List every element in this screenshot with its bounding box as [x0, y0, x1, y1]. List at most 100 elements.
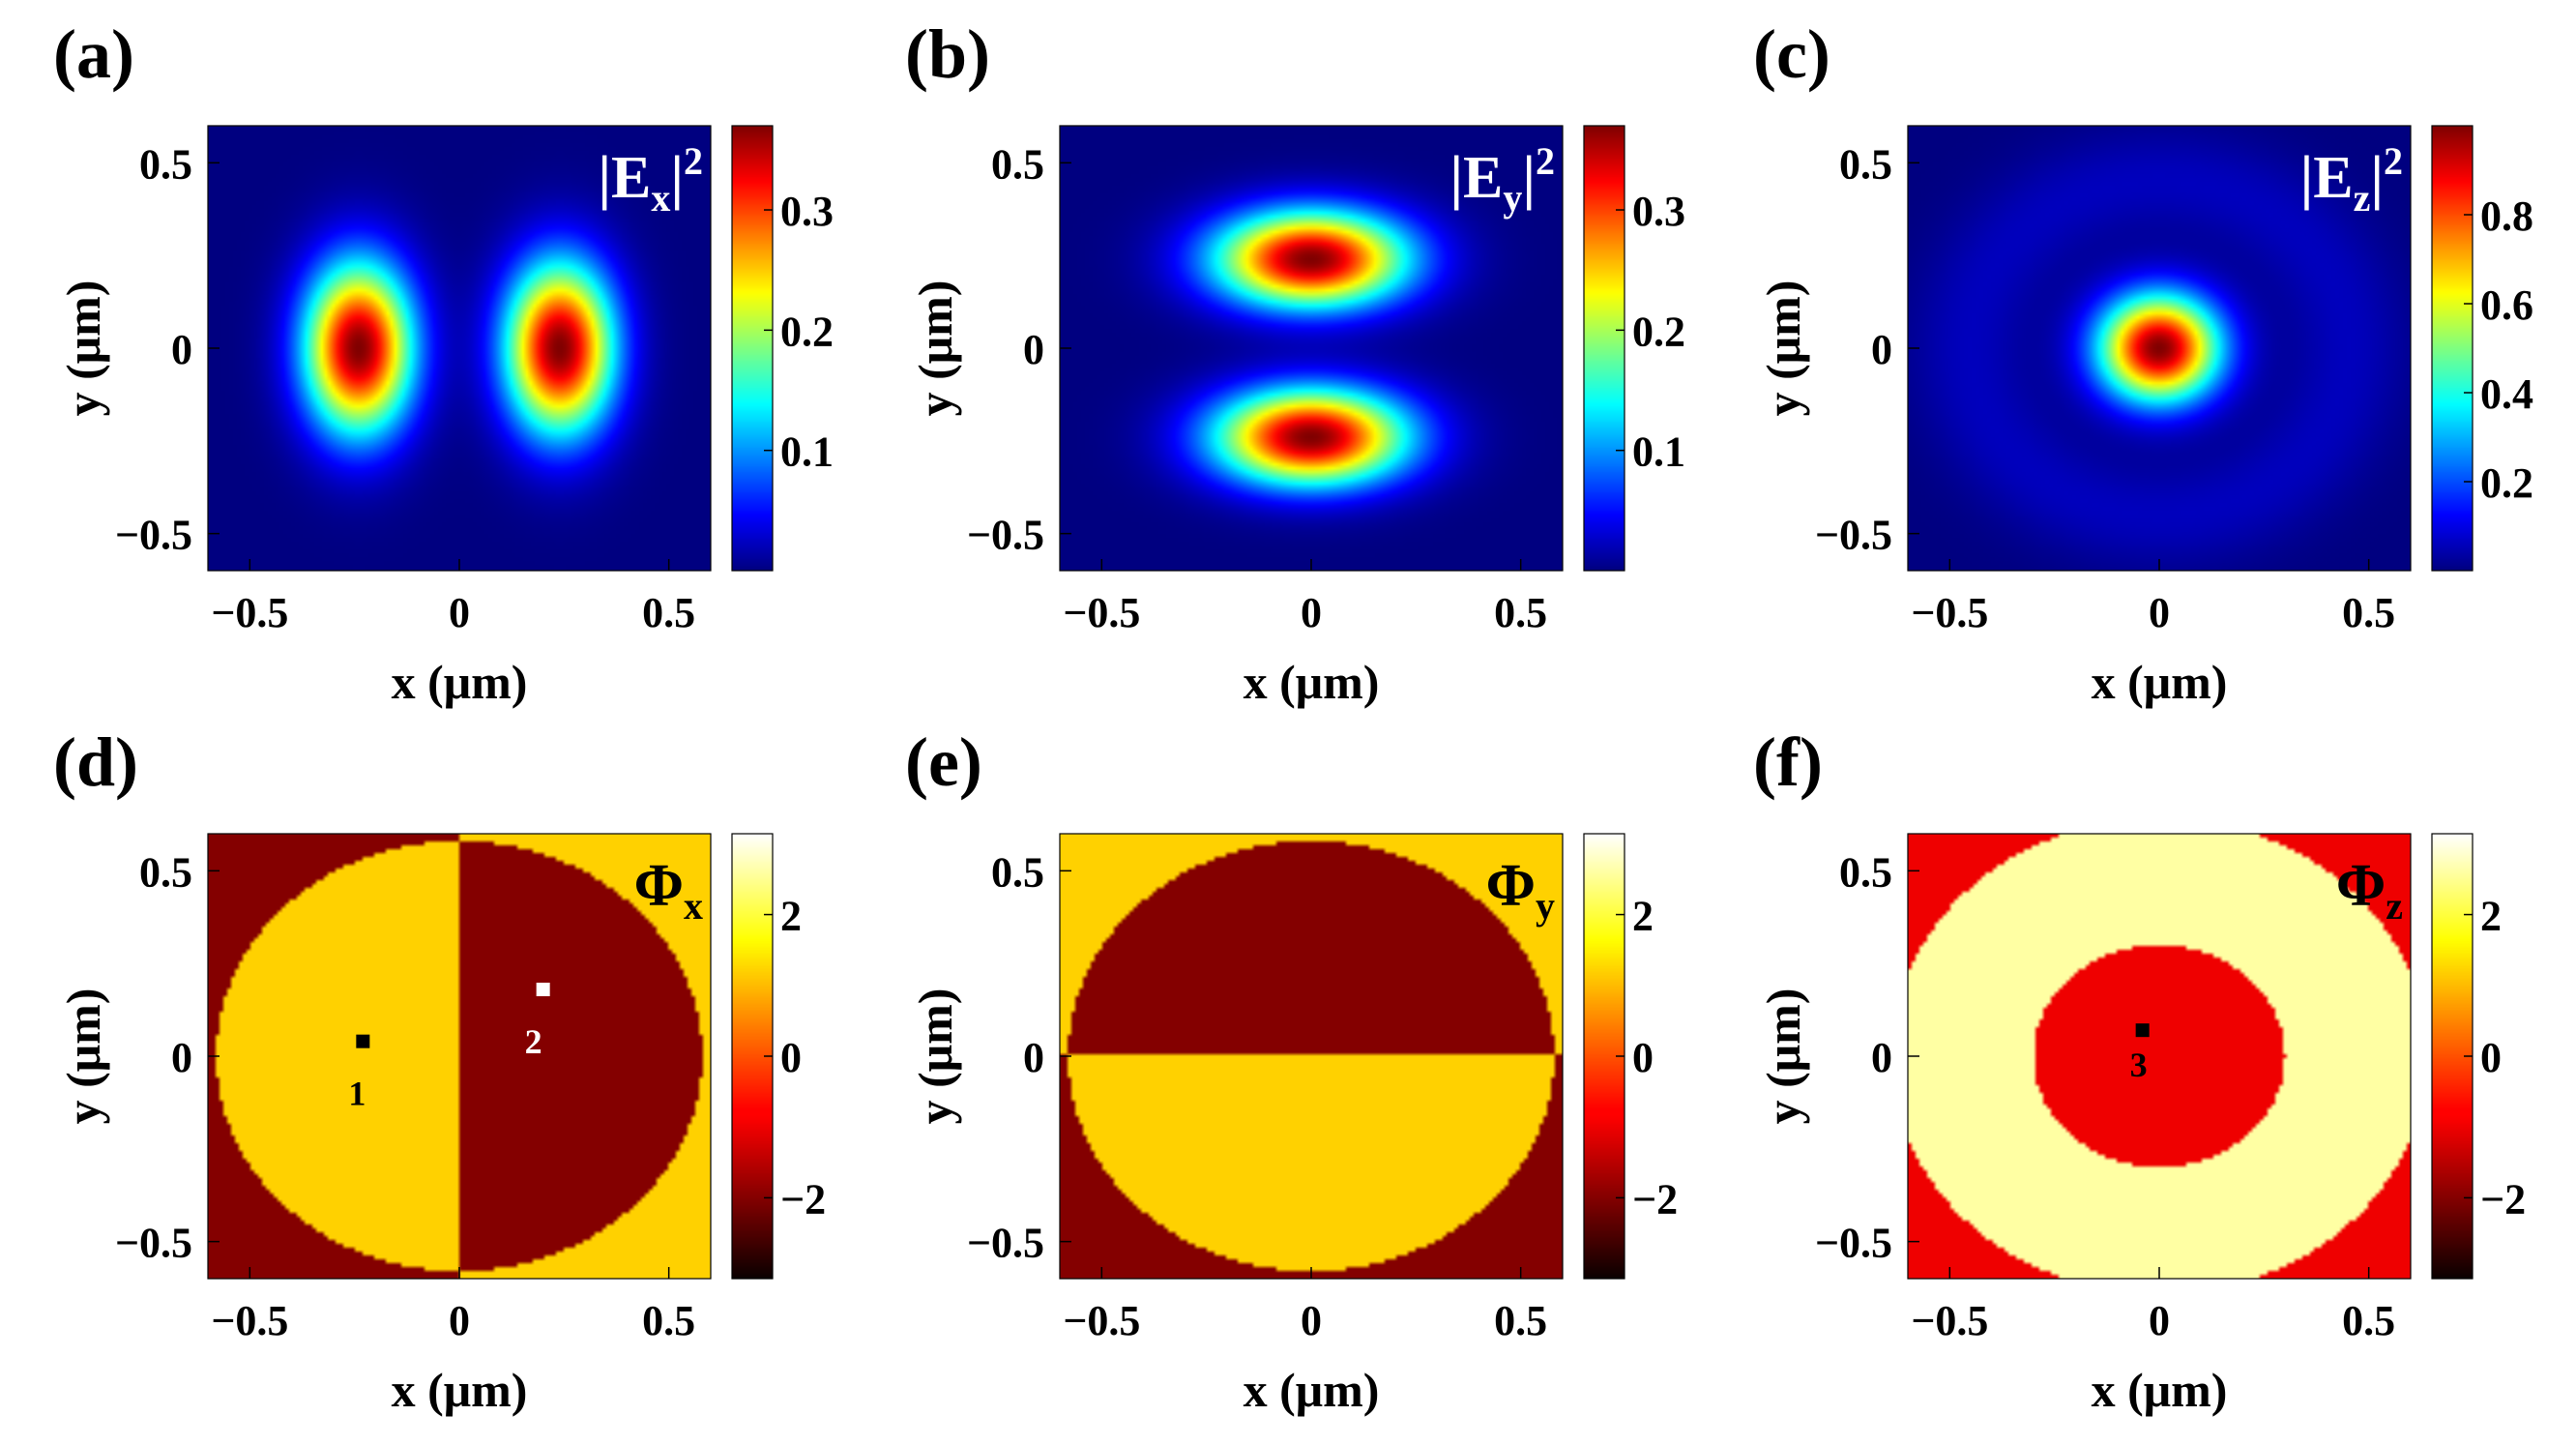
y-tick-label: 0.5 [139, 848, 192, 896]
colorbar-tick-label: 0 [780, 1034, 802, 1081]
heatmap-image [1908, 834, 2411, 1279]
y-tick-label: 0 [1023, 1034, 1044, 1081]
field-superscript: 2 [684, 139, 703, 183]
field-annotation: Φz [2336, 853, 2403, 928]
y-tick-label: 0 [1871, 1034, 1892, 1081]
field-subscript: x [651, 176, 670, 220]
marker-label: 2 [525, 1022, 542, 1061]
x-tick-label: 0 [449, 1297, 470, 1344]
x-tick-label: 0 [449, 589, 470, 636]
field-annotation: Φx [634, 853, 703, 928]
y-axis-label: y (μm) [908, 280, 962, 417]
heatmap-image [208, 834, 711, 1279]
x-tick-label: 0.5 [2342, 589, 2395, 636]
field-symbol: |E [2300, 145, 2354, 211]
x-axis-label: x (μm) [392, 1363, 528, 1417]
x-axis-label: x (μm) [2092, 655, 2228, 709]
field-subscript: y [1503, 176, 1522, 220]
field-subscript: z [2354, 176, 2371, 220]
y-tick-label: −0.5 [967, 1220, 1044, 1267]
y-tick-label: −0.5 [967, 512, 1044, 559]
y-tick-label: −0.5 [115, 512, 192, 559]
field-bar: | [2370, 145, 2384, 211]
colorbar-tick-label: 2 [780, 893, 802, 940]
y-tick-label: 0 [171, 326, 192, 373]
x-tick-label: 0 [2149, 589, 2170, 636]
colorbar-tick-label: 0.2 [2480, 459, 2533, 507]
marker-point [356, 1034, 370, 1048]
x-tick-label: 0.5 [1494, 589, 1547, 636]
marker-point [536, 983, 550, 996]
y-axis-label: y (μm) [1756, 988, 1810, 1125]
y-tick-label: 0.5 [991, 140, 1044, 188]
panel-label: (f) [1753, 723, 1823, 801]
field-subscript: x [684, 884, 703, 928]
colorbar-tick-label: 0.2 [1632, 308, 1685, 355]
panel-b: −0.5 0 0.5 −0.5 0 0.5 x (μm) y (μm) (b) |Ey|2 0.1 0… [905, 15, 1685, 709]
heatmap-image [208, 126, 711, 571]
x-tick-label: −0.5 [1911, 1297, 1988, 1344]
colorbar-tick-label: 0.4 [2480, 370, 2533, 418]
colorbar-tick-label: 0.2 [780, 308, 834, 355]
x-tick-label: 0.5 [642, 589, 695, 636]
colorbar-tick-label: 2 [1632, 893, 1654, 940]
field-symbol: |E [598, 145, 651, 211]
panel-label: (b) [905, 15, 990, 93]
y-axis-label: y (μm) [908, 988, 962, 1125]
field-subscript: y [1536, 884, 1555, 928]
y-tick-label: 0.5 [991, 848, 1044, 896]
x-tick-label: −0.5 [1911, 589, 1988, 636]
x-tick-label: −0.5 [1063, 1297, 1140, 1344]
colorbar-frame [2431, 125, 2474, 572]
field-symbol: Φ [634, 853, 684, 919]
x-tick-label: −0.5 [211, 589, 288, 636]
field-bar: | [1522, 145, 1536, 211]
field-annotation: |Ex|2 [598, 139, 703, 220]
y-tick-label: 0.5 [1839, 848, 1892, 896]
colorbar-tick-label: 0 [2480, 1034, 2502, 1081]
x-tick-label: −0.5 [211, 1297, 288, 1344]
x-axis-label: x (μm) [1244, 1363, 1380, 1417]
panel-label: (e) [905, 723, 982, 801]
panel-e: −0.5 0 0.5 −0.5 0 0.5 x (μm) y (μm) (e) Φy −2 0 2 [905, 723, 1678, 1417]
field-bar: | [670, 145, 684, 211]
colorbar-tick-label: −2 [780, 1175, 826, 1223]
colorbar-tick-label: 0.8 [2480, 192, 2533, 240]
x-tick-label: 0 [1301, 589, 1322, 636]
colorbar [732, 126, 773, 571]
marker-label: 1 [348, 1075, 366, 1113]
field-annotation: |Ey|2 [1449, 139, 1555, 220]
heatmap-image [1908, 126, 2411, 571]
y-axis-label: y (μm) [56, 988, 110, 1125]
field-symbol: Φ [2336, 853, 2386, 919]
y-tick-label: 0.5 [139, 140, 192, 188]
panel-a: −0.5 0 0.5 −0.5 0 0.5 x (μm) y (μm) (a) |Ex|2 0.1 0… [53, 15, 834, 709]
panel-d: −0.5 0 0.5 −0.5 0 0.5 x (μm) y (μm) (d) Φx 1 2 −2 0 2 [53, 723, 826, 1417]
colorbar-tick-label: 0.6 [2480, 281, 2533, 329]
panel-label: (a) [53, 15, 134, 93]
x-tick-label: −0.5 [1063, 589, 1140, 636]
colorbar [1584, 126, 1625, 571]
field-annotation: |Ez|2 [2300, 139, 2403, 220]
colorbar-tick-label: 0.1 [780, 428, 834, 476]
y-tick-label: 0 [171, 1034, 192, 1081]
field-symbol: |E [1449, 145, 1503, 211]
field-superscript: 2 [2384, 139, 2403, 183]
x-tick-label: 0 [2149, 1297, 2170, 1344]
colorbar-tick-label: 0.1 [1632, 428, 1685, 476]
field-symbol: Φ [1486, 853, 1536, 919]
x-tick-label: 0.5 [2342, 1297, 2395, 1344]
x-axis-label: x (μm) [1244, 655, 1380, 709]
panel-f: −0.5 0 0.5 −0.5 0 0.5 x (μm) y (μm) (f) Φz 3 −2 0 2 [1753, 723, 2526, 1417]
y-axis-label: y (μm) [56, 280, 110, 417]
colorbar-tick-label: 0.3 [1632, 188, 1685, 235]
y-tick-label: −0.5 [1815, 1220, 1892, 1267]
heatmap-image [1060, 834, 1563, 1279]
colorbar-tick-label: 0.3 [780, 188, 834, 235]
colorbar-tick-label: −2 [1632, 1175, 1678, 1223]
colorbar-tick-label: 0 [1632, 1034, 1654, 1081]
y-axis-label: y (μm) [1756, 280, 1810, 417]
panel-label: (c) [1753, 15, 1830, 93]
x-tick-label: 0.5 [642, 1297, 695, 1344]
